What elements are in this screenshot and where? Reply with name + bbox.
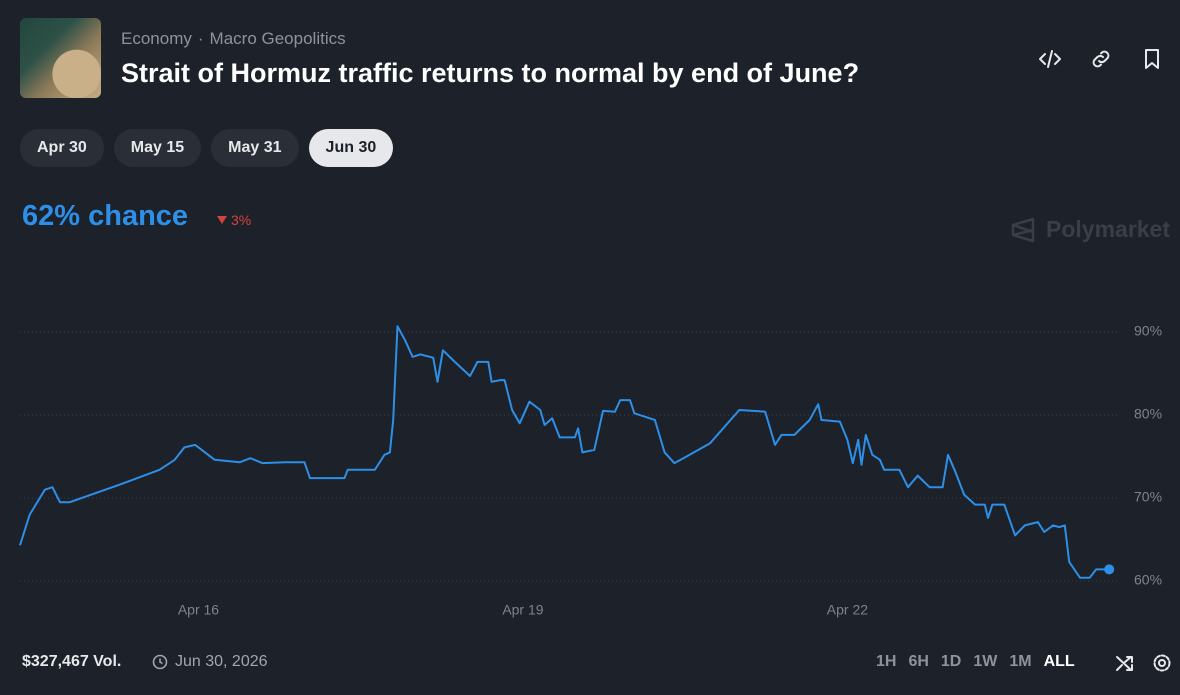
market-image: [20, 18, 101, 98]
down-arrow: [217, 216, 227, 224]
x-tick-label: Apr 22: [827, 602, 868, 618]
range-button[interactable]: 1W: [973, 653, 998, 670]
range-button[interactable]: 1M: [1009, 653, 1032, 670]
brand-name: Polymarket: [1046, 216, 1171, 242]
clock-icon: [152, 654, 168, 670]
category-link[interactable]: Economy: [121, 29, 192, 48]
date-tab[interactable]: May 15: [113, 129, 202, 167]
range-button[interactable]: 6H: [908, 653, 929, 670]
range-button[interactable]: 1H: [876, 653, 897, 670]
brand-logo: [1011, 217, 1035, 242]
breadcrumb: Economy · Macro Geopolitics: [121, 29, 346, 49]
chance-value: 62% chance: [22, 200, 189, 232]
shuffle-button[interactable]: [1114, 652, 1136, 674]
bookmark-button[interactable]: [1140, 47, 1164, 71]
range-button[interactable]: ALL: [1043, 653, 1075, 670]
market-title: Strait of Hormuz traffic returns to norm…: [121, 58, 860, 88]
separator: ·: [197, 29, 204, 48]
y-tick-label: 80%: [1134, 406, 1162, 422]
date-tab[interactable]: Apr 30: [20, 129, 104, 167]
y-tick-label: 90%: [1134, 323, 1162, 339]
x-tick-label: Apr 19: [502, 602, 543, 618]
price-line: [19, 325, 1110, 579]
brand: Polymarket: [1010, 216, 1170, 243]
y-tick-label: 70%: [1134, 489, 1162, 505]
y-tick-label: 60%: [1134, 572, 1162, 588]
range-buttons: 1H 6H 1D 1W 1M ALL: [870, 652, 1081, 672]
change: 3%: [216, 212, 251, 228]
date-tab[interactable]: May 31: [211, 129, 299, 167]
category-link[interactable]: Macro Geopolitics: [209, 29, 346, 48]
settings-button[interactable]: [1151, 652, 1173, 674]
change-value: 3%: [231, 212, 252, 228]
x-tick-label: Apr 16: [178, 602, 219, 618]
current-point: [1104, 564, 1115, 575]
date-tabs: Apr 30 May 15 May 31 Jun 30: [20, 129, 394, 167]
range-button[interactable]: 1D: [940, 653, 962, 670]
date-tab[interactable]: Jun 30: [308, 129, 394, 167]
end-date: Jun 30, 2026: [152, 653, 268, 671]
end-date-text: Jun 30, 2026: [175, 653, 268, 670]
embed-button[interactable]: [1038, 47, 1062, 71]
volume: $327,467 Vol.: [22, 653, 122, 670]
link-button[interactable]: [1089, 47, 1113, 71]
